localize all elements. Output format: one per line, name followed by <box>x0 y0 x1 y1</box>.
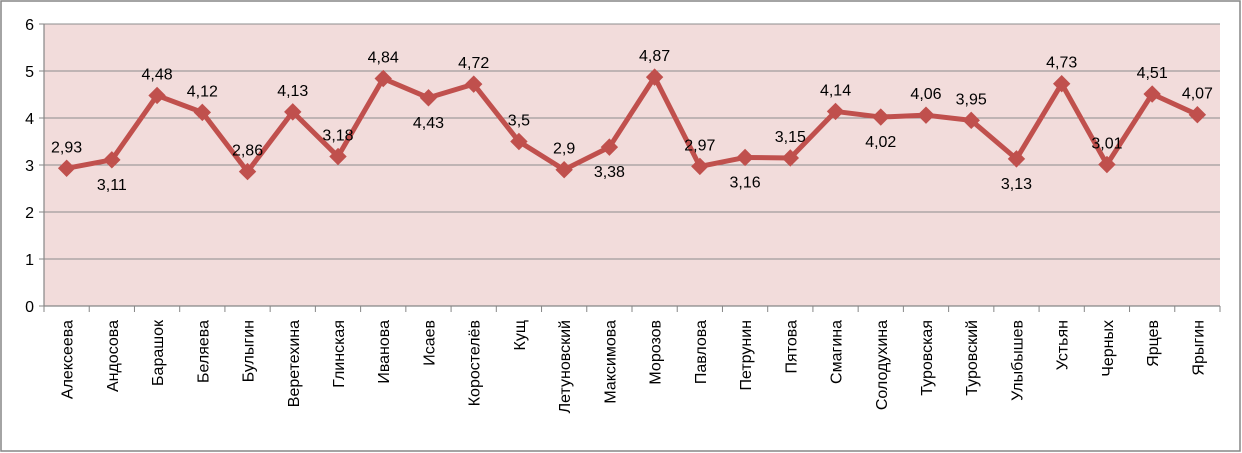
data-point <box>419 89 438 107</box>
x-tick-label: Туровская <box>919 320 936 396</box>
data-point <box>103 151 121 169</box>
data-label: 2,86 <box>232 143 263 160</box>
data-label: 4,43 <box>413 115 444 132</box>
x-tick-label: Ярцев <box>1145 320 1162 367</box>
series-line-group <box>64 74 1200 175</box>
x-tick-label: Булыгин <box>241 320 258 382</box>
x-tick-label: Коростелёв <box>467 320 484 406</box>
data-label: 3,5 <box>508 113 530 130</box>
y-tick-labels: 0 1 2 3 4 5 6 <box>25 17 34 316</box>
data-markers <box>57 68 1207 181</box>
data-label: 3,38 <box>594 164 625 181</box>
data-point <box>781 149 800 167</box>
x-tick-label: Максимова <box>602 320 619 404</box>
data-point <box>374 69 392 88</box>
data-label: 4,06 <box>910 86 941 103</box>
x-tick-label: Улыбышев <box>1009 320 1026 401</box>
x-tick-label: Ярыгин <box>1190 320 1207 376</box>
x-tick-label: Устьян <box>1055 320 1072 370</box>
y-tick-label: 0 <box>25 299 34 316</box>
data-label: 3,15 <box>775 129 806 146</box>
data-point <box>917 106 935 124</box>
x-tick-label: Алексеева <box>60 320 77 399</box>
data-point <box>238 162 257 181</box>
data-point <box>736 148 754 167</box>
data-label: 2,93 <box>51 139 82 156</box>
x-tick-label: Глинская <box>331 320 348 388</box>
data-label: 3,16 <box>730 174 761 191</box>
y-tick-label: 3 <box>25 158 34 175</box>
x-tick-label: Морозов <box>648 320 665 385</box>
data-point <box>1007 150 1026 168</box>
y-tick-label: 6 <box>25 17 34 34</box>
x-tick-label: Петрунин <box>738 320 755 391</box>
data-label: 4,72 <box>458 55 489 72</box>
data-point <box>962 111 980 130</box>
data-label: 4,12 <box>187 83 218 100</box>
data-label: 4,14 <box>820 82 851 99</box>
data-point <box>826 102 845 121</box>
data-label: 3,95 <box>956 91 987 108</box>
data-label: 3,01 <box>1091 136 1122 153</box>
data-labels: 2,93 3,11 4,48 4,12 2,86 4,13 3,18 4,84 4,43 4,72… <box>51 48 1213 194</box>
x-tick-label: Летуновский <box>557 320 574 413</box>
x-tick-label: Смагина <box>829 320 846 384</box>
data-label: 4,48 <box>142 66 173 83</box>
data-label: 4,13 <box>277 83 308 100</box>
data-point <box>1052 74 1071 93</box>
x-tick-label: Иванова <box>376 320 393 384</box>
data-point <box>148 86 166 105</box>
x-tick-label: Андосова <box>105 320 122 392</box>
x-tick-label: Черных <box>1100 320 1117 377</box>
data-point <box>600 138 619 156</box>
y-tick-label: 5 <box>25 64 34 81</box>
data-point <box>464 75 483 93</box>
series-line <box>64 74 1200 175</box>
y-tick-label: 1 <box>25 252 34 269</box>
x-tick-label: Павлова <box>693 320 710 384</box>
data-label: 4,07 <box>1182 86 1213 103</box>
data-point <box>1098 155 1116 174</box>
data-point <box>1188 106 1207 124</box>
data-point <box>193 103 212 122</box>
data-label: 4,02 <box>865 134 896 151</box>
data-label: 2,97 <box>684 137 715 154</box>
data-point <box>510 132 528 151</box>
data-label: 3,18 <box>322 128 353 145</box>
data-point <box>645 68 664 86</box>
data-label: 4,84 <box>368 50 399 67</box>
x-tick-label: Исаев <box>421 320 438 366</box>
x-tick-label: Солодухина <box>874 320 891 410</box>
data-point <box>872 108 890 126</box>
data-point <box>1143 85 1161 103</box>
data-point <box>284 103 302 121</box>
data-label: 3,13 <box>1001 176 1032 193</box>
data-point <box>555 160 573 179</box>
x-tick-label: Туровский <box>964 320 981 396</box>
x-tick-label: Барашок <box>150 319 167 386</box>
data-label: 4,73 <box>1046 55 1077 72</box>
y-tick-label: 2 <box>25 205 34 222</box>
x-tick-labels: Алексеева Андосова Барашок Беляева Булыгин Ве… <box>60 319 1208 413</box>
data-point <box>329 147 347 166</box>
data-point <box>691 157 709 176</box>
data-label: 4,87 <box>639 48 670 65</box>
data-label: 3,11 <box>97 177 127 194</box>
x-tick-label: Кущ <box>512 320 529 350</box>
data-label: 4,51 <box>1137 65 1168 82</box>
axes <box>43 24 1221 312</box>
x-tick-label: Беляева <box>195 320 212 383</box>
y-tick-label: 4 <box>25 111 34 128</box>
x-tick-label: Веретехина <box>286 320 303 407</box>
data-label: 2,9 <box>553 141 575 158</box>
x-tick-label: Пятова <box>783 320 800 374</box>
data-point <box>57 159 76 177</box>
